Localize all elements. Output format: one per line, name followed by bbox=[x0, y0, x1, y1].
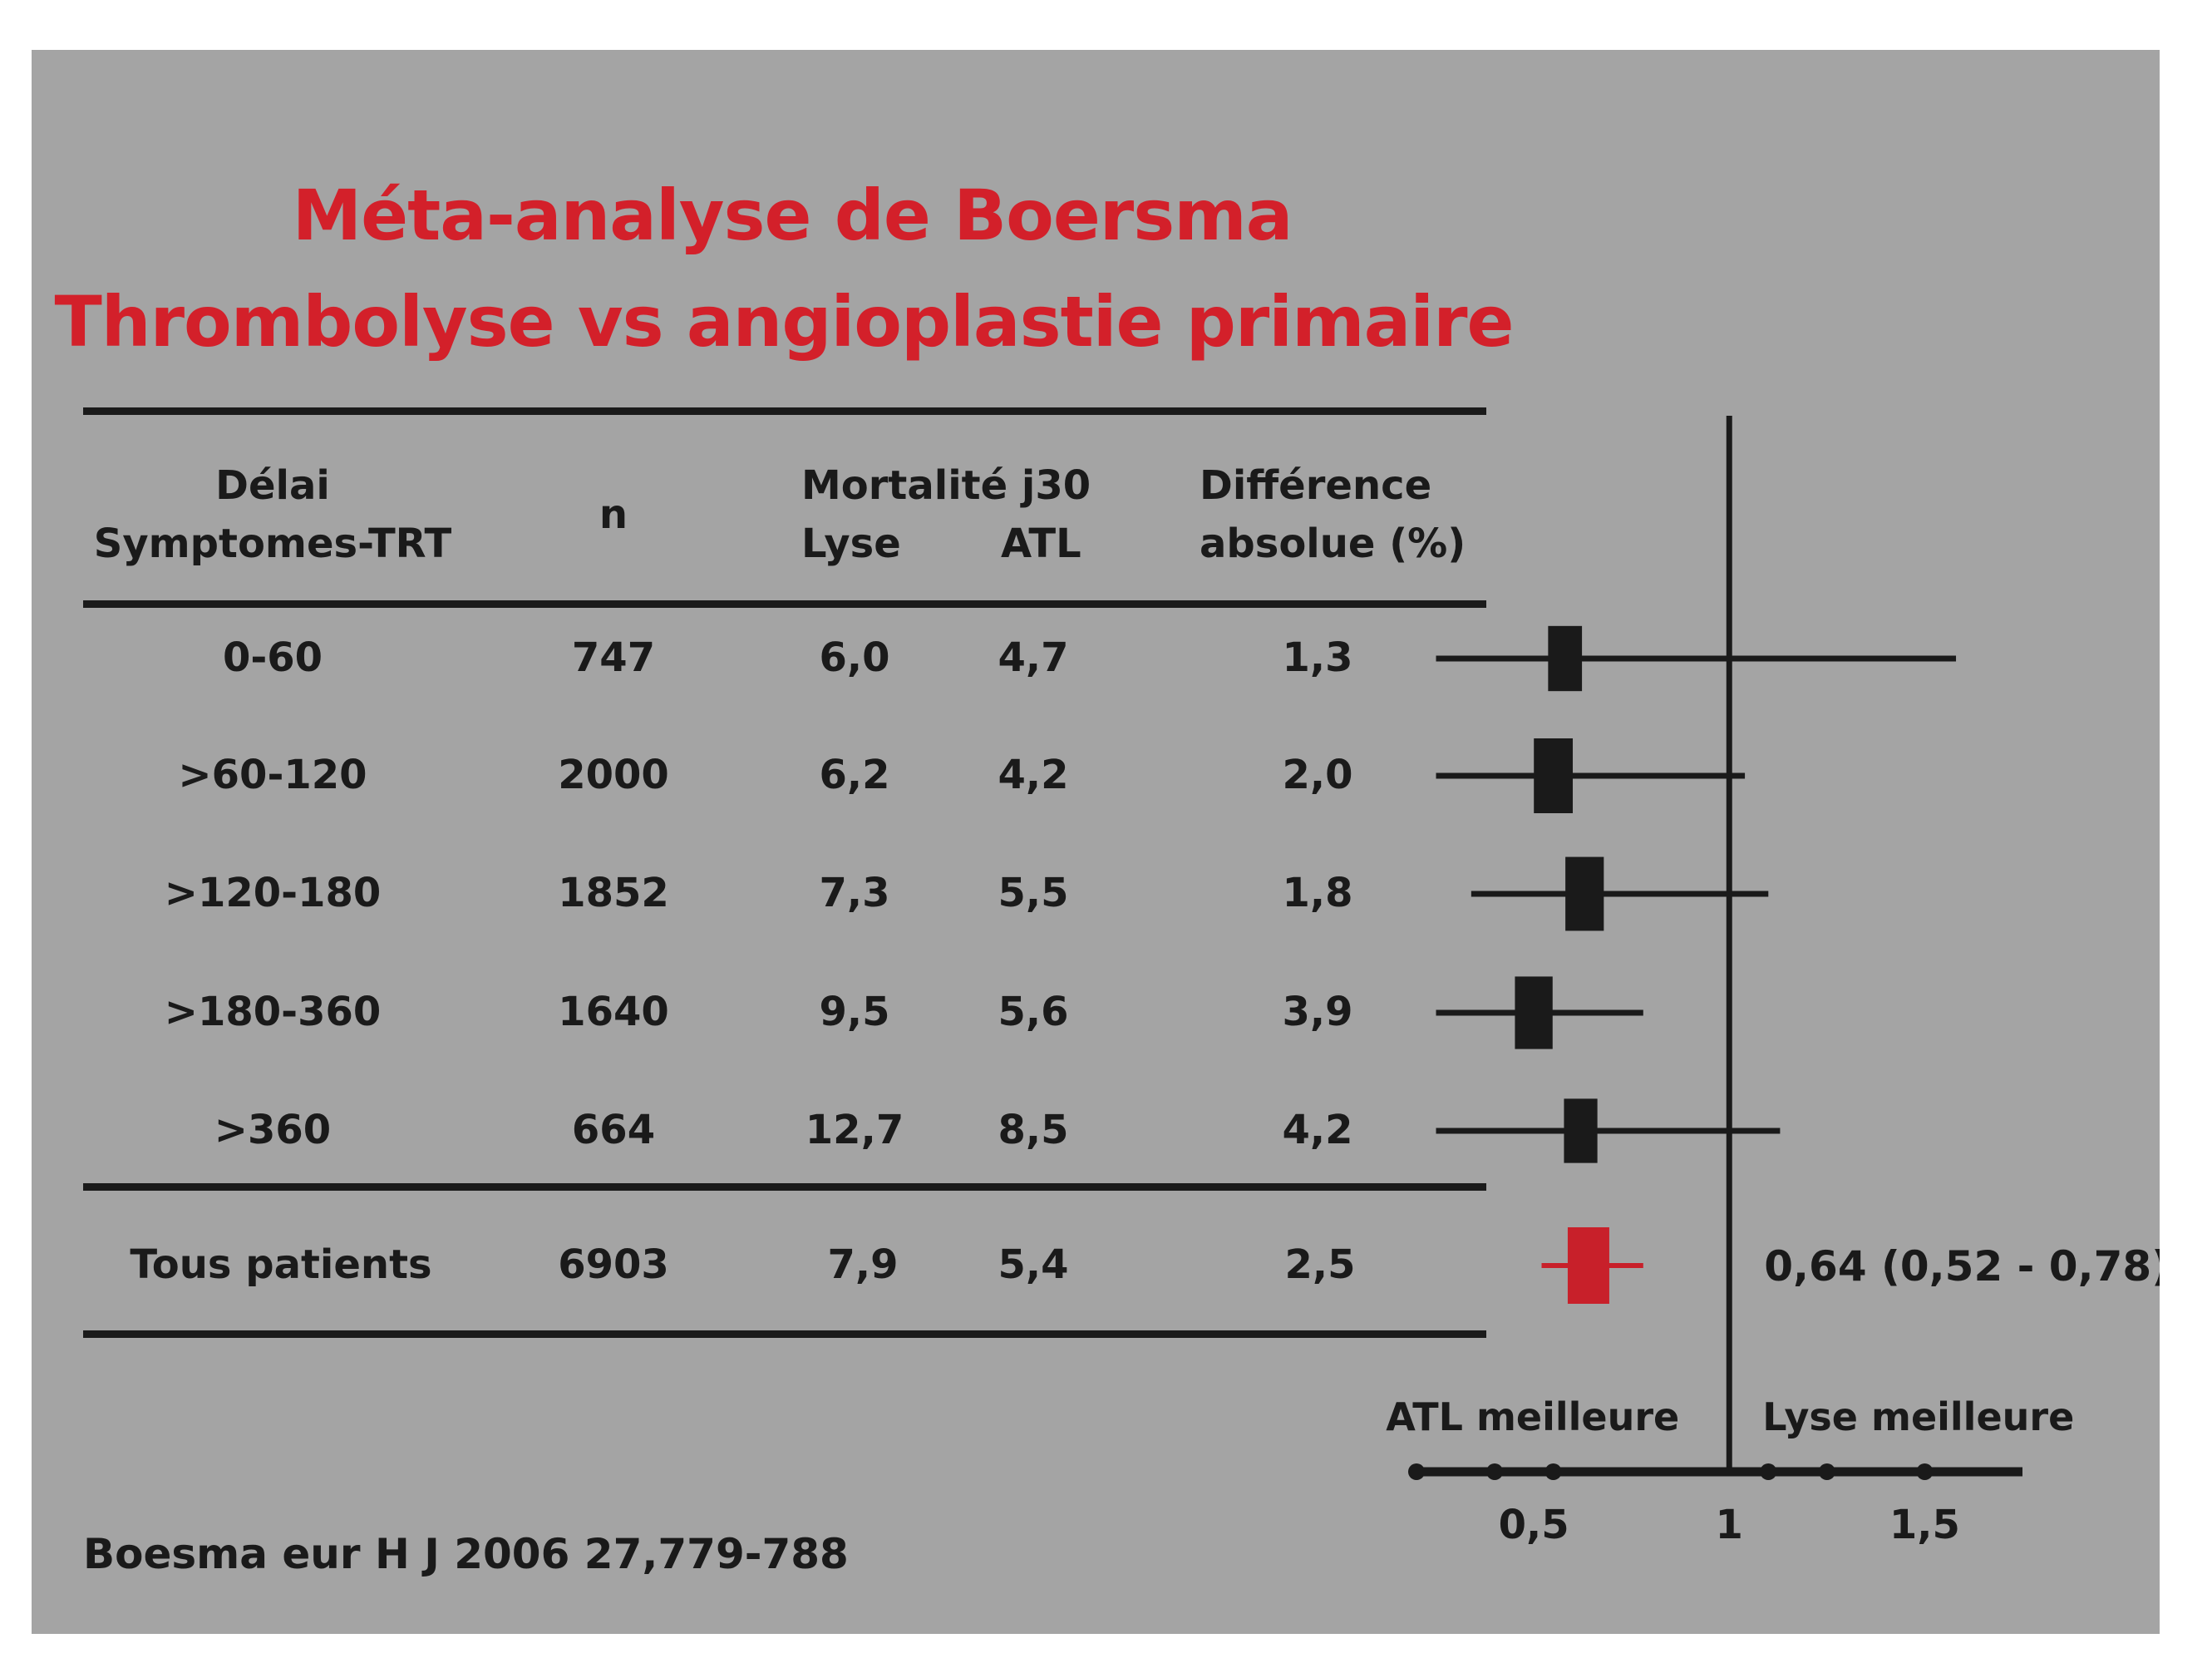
row-n: 1640 bbox=[558, 989, 669, 1035]
row-delay: >360 bbox=[214, 1107, 332, 1153]
table-total-rule bbox=[83, 1183, 1486, 1191]
citation: Boesma eur H J 2006 27,779-788 bbox=[83, 1530, 849, 1578]
forest-total-row bbox=[1541, 1227, 1643, 1304]
header-difference-line2: absolue (%) bbox=[1200, 521, 1466, 567]
forest-row bbox=[1436, 976, 1643, 1049]
header-atl: ATL bbox=[1001, 521, 1081, 567]
row-atl: 4,7 bbox=[998, 634, 1069, 681]
row-n: 664 bbox=[571, 1107, 656, 1153]
row-n: 747 bbox=[571, 634, 656, 681]
row-difference: 1,3 bbox=[1282, 634, 1353, 681]
header-delay-line1: Délai bbox=[215, 462, 330, 509]
header-n: n bbox=[599, 491, 628, 538]
total-n: 6903 bbox=[558, 1241, 669, 1288]
title-line-2: Thrombolyse vs angioplastie primaire bbox=[54, 281, 1515, 363]
row-atl: 5,5 bbox=[998, 870, 1069, 916]
row-lysis: 9,5 bbox=[819, 989, 890, 1035]
effect-marker bbox=[1534, 738, 1574, 813]
header-lysis: Lyse bbox=[801, 521, 901, 567]
row-delay: >60-120 bbox=[178, 752, 367, 798]
row-difference: 1,8 bbox=[1282, 870, 1353, 916]
total-estimate-label: 0,64 (0,52 - 0,78) bbox=[1764, 1242, 2160, 1290]
total-atl: 5,4 bbox=[998, 1241, 1069, 1288]
right-favours-label: Lyse meilleure bbox=[1762, 1394, 2074, 1439]
forest-row bbox=[1436, 738, 1746, 813]
row-difference: 4,2 bbox=[1282, 1107, 1353, 1153]
header-mortality: Mortalité j30 bbox=[801, 462, 1091, 509]
row-lysis: 7,3 bbox=[819, 870, 890, 916]
header-difference-line1: Différence bbox=[1200, 462, 1432, 509]
table-bottom-rule bbox=[83, 1330, 1486, 1338]
slide-panel: Méta-analyse de Boersma Thrombolyse vs a… bbox=[32, 50, 2160, 1634]
effect-marker bbox=[1564, 1098, 1598, 1163]
effect-marker bbox=[1565, 856, 1604, 931]
forest-row bbox=[1436, 625, 1957, 692]
total-lysis: 7,9 bbox=[827, 1241, 899, 1288]
title-line-1: Méta-analyse de Boersma bbox=[292, 175, 1293, 256]
row-delay: >120-180 bbox=[164, 870, 382, 916]
forest-plot: 0,5 1 1,5 ATL meilleure Lyse meilleure 0,64 (… bbox=[1386, 416, 2160, 1548]
effect-marker bbox=[1548, 625, 1583, 692]
x-tick-dot bbox=[1760, 1463, 1777, 1480]
total-effect-marker bbox=[1567, 1227, 1609, 1304]
total-difference: 2,5 bbox=[1284, 1241, 1356, 1288]
row-difference: 3,9 bbox=[1282, 989, 1353, 1035]
x-tick-label: 1 bbox=[1716, 1502, 1743, 1548]
row-atl: 4,2 bbox=[998, 752, 1069, 798]
left-favours-label: ATL meilleure bbox=[1386, 1394, 1679, 1439]
row-lysis: 6,0 bbox=[819, 634, 890, 681]
x-tick-label: 0,5 bbox=[1499, 1502, 1569, 1548]
row-n: 2000 bbox=[558, 752, 669, 798]
x-tick-label: 1,5 bbox=[1889, 1502, 1960, 1548]
x-tick-dot bbox=[1486, 1463, 1504, 1480]
x-tick-dot bbox=[1818, 1463, 1835, 1480]
table-top-rule bbox=[83, 407, 1486, 415]
forest-row bbox=[1436, 1098, 1781, 1163]
row-difference: 2,0 bbox=[1282, 752, 1353, 798]
effect-marker bbox=[1515, 976, 1553, 1049]
row-n: 1852 bbox=[558, 870, 669, 916]
total-delay: Tous patients bbox=[130, 1241, 432, 1288]
row-atl: 5,6 bbox=[998, 989, 1069, 1035]
x-tick-dot bbox=[1408, 1463, 1425, 1480]
table-header-rule bbox=[83, 600, 1486, 608]
row-delay: >180-360 bbox=[164, 989, 382, 1035]
forest-row bbox=[1471, 856, 1769, 931]
row-atl: 8,5 bbox=[998, 1107, 1069, 1153]
x-tick-dot bbox=[1916, 1463, 1934, 1480]
row-lysis: 12,7 bbox=[805, 1107, 904, 1153]
header-delay-line2: Symptomes-TRT bbox=[93, 521, 452, 567]
row-lysis: 6,2 bbox=[819, 752, 890, 798]
row-delay: 0-60 bbox=[222, 634, 323, 681]
x-tick-dot bbox=[1544, 1463, 1562, 1480]
